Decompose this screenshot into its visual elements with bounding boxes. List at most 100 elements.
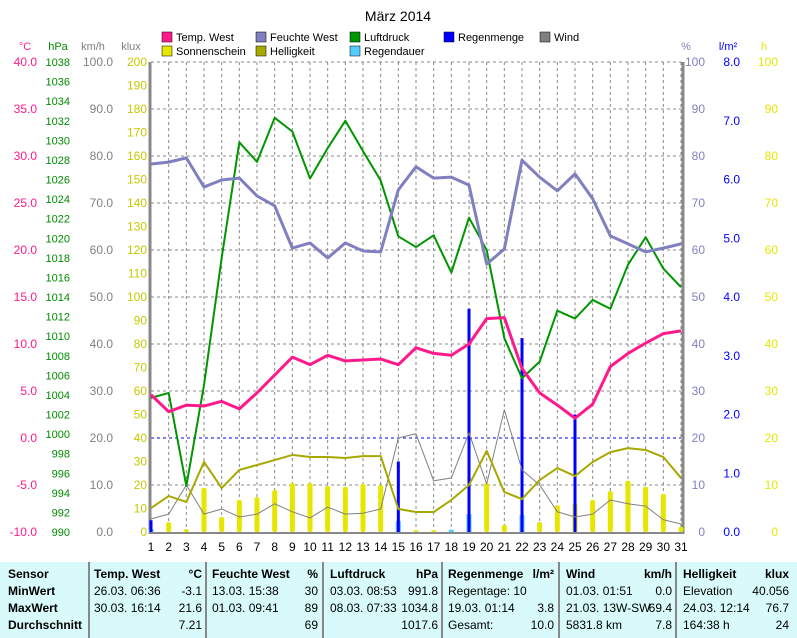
divider [441, 562, 443, 638]
x-tick-label: 24 [551, 540, 565, 554]
pressure-avg: 1017.6 [401, 618, 438, 632]
humidity-min: 30 [304, 584, 318, 598]
bar-sonnenschein [501, 524, 507, 532]
x-tick-label: 2 [165, 540, 172, 554]
x-tick-label: 14 [374, 540, 388, 554]
bar-sonnenschein [201, 487, 207, 532]
pressure-tick-label: 1014 [46, 292, 70, 304]
rain-tick-label: 3.0 [723, 349, 740, 363]
pressure-tick-label: 1034 [46, 96, 70, 108]
pressure-tick-label: 1018 [46, 253, 70, 265]
rain-header: Regenmenge [448, 567, 524, 581]
legend-item[interactable]: Wind [539, 31, 579, 44]
humidity-max: 89 [304, 601, 318, 615]
pressure-min-time: 03.03. 08:53 [330, 584, 397, 598]
rain-tick-label: 2.0 [723, 408, 740, 422]
divider [88, 562, 90, 638]
bar-sonnenschein [272, 490, 278, 532]
brightness-tick-label: 180 [127, 102, 147, 116]
legend-swatch [539, 31, 551, 43]
wind-distance: 5831.8 km [566, 618, 623, 632]
pressure-column: Luftdruck hPa 03.03. 08:53 991.8 08.03. 07… [330, 566, 438, 636]
bar-sonnenschein [307, 483, 313, 532]
legend-item[interactable]: Helligkeit [255, 45, 315, 58]
wind-max: 69.4 [648, 601, 672, 615]
axes: 1 2 3 4 5 6 7 8 9 10 11 12 13 14 15 16 17 18 19 20 21 22 23 24 2… [10, 41, 779, 554]
bar-sonnenschein [236, 500, 242, 532]
humidity-max-time: 01.03. 09:41 [212, 601, 279, 615]
row-label-min: MinWert [8, 584, 56, 598]
bar-sonnenschein [325, 485, 331, 532]
rain-tick-label: 6.0 [723, 173, 740, 187]
temp-unit: °C [188, 567, 202, 581]
sensor-column: Sensor MinWert MaxWert Durchschnitt [8, 566, 86, 636]
wind-tick-label: 40.0 [90, 337, 114, 351]
hours-tick-label: 100 [758, 55, 778, 69]
hours-tick-label: 40 [765, 337, 779, 351]
bar-sonnenschein [431, 530, 437, 532]
line-feuchte-west [150, 156, 682, 266]
legend-swatch [349, 45, 361, 57]
bar-sonnenschein [413, 530, 419, 532]
pressure-tick-label: 1008 [46, 351, 70, 363]
hours-tick-label: 90 [765, 102, 779, 116]
wind-max-time: 21.03. 13W-SW [566, 601, 651, 615]
bar-regenmenge [573, 414, 577, 532]
hours-tick-label: 60 [765, 243, 779, 257]
pressure-max: 1034.8 [401, 601, 438, 615]
wind-tick-label: 10.0 [90, 478, 114, 492]
bar-sonnenschein [607, 491, 613, 532]
brightness-tick-label: 40 [134, 431, 148, 445]
brightness-tick-label: 20 [134, 478, 148, 492]
pressure-tick-label: 1006 [46, 370, 70, 382]
temp-tick-label: 10.0 [14, 337, 38, 351]
rain-total: 10.0 [530, 618, 554, 632]
rain-total-label: Gesamt: [448, 618, 494, 632]
brightness-tick-label: 0 [140, 525, 147, 539]
hours-tick-label: 20 [765, 431, 779, 445]
pressure-tick-label: 990 [52, 527, 70, 539]
brightness-unit: klux [764, 567, 789, 581]
pressure-unit-label: hPa [48, 41, 68, 53]
x-tick-label: 29 [639, 540, 653, 554]
sensor-header: Sensor [8, 567, 49, 581]
bar-sonnenschein [678, 526, 684, 532]
sunshine-hours: 164:38 h [683, 618, 730, 632]
brightness-avg: 24 [775, 618, 789, 632]
wind-header: Wind [566, 567, 596, 581]
brightness-max-time: 24.03. 12:14 [683, 601, 750, 615]
temp-tick-label: 25.0 [14, 196, 38, 210]
legend-swatch [255, 45, 267, 57]
bar-regenmenge [467, 308, 471, 532]
wind-min: 0.0 [655, 584, 672, 598]
hours-tick-label: 0 [771, 525, 778, 539]
humidity-tick-label: 0 [698, 525, 705, 539]
humidity-unit-label: % [681, 41, 691, 53]
humidity-avg: 69 [304, 618, 318, 632]
legend-item[interactable]: Regenmenge [443, 31, 524, 44]
legend-item[interactable]: Sonnenschein [161, 45, 246, 58]
legend[interactable]: Temp. West Feuchte West Luftdruck Regenmeng… [161, 31, 579, 58]
pressure-tick-label: 1030 [46, 135, 70, 147]
pressure-tick-label: 998 [52, 449, 70, 461]
legend-item[interactable]: Regendauer [349, 45, 425, 58]
bar-sonnenschein [219, 516, 225, 532]
divider [675, 562, 677, 638]
legend-label: Wind [554, 32, 579, 44]
temp-max-time: 30.03. 16:14 [94, 601, 161, 615]
divider [558, 562, 560, 638]
x-tick-label: 16 [409, 540, 423, 554]
legend-item[interactable]: Luftdruck [349, 31, 410, 44]
wind-tick-label: 60.0 [90, 243, 114, 257]
legend-item[interactable]: Temp. West [161, 31, 234, 44]
pressure-tick-label: 1026 [46, 175, 70, 187]
brightness-tick-label: 160 [127, 149, 147, 163]
legend-item[interactable]: Feuchte West [255, 31, 338, 44]
brightness-tick-label: 130 [127, 220, 147, 234]
brightness-tick-label: 70 [134, 361, 148, 375]
x-tick-label: 23 [533, 540, 547, 554]
bar-sonnenschein [590, 500, 596, 532]
pressure-tick-label: 996 [52, 468, 70, 480]
bars [148, 308, 684, 532]
lines [149, 116, 682, 525]
